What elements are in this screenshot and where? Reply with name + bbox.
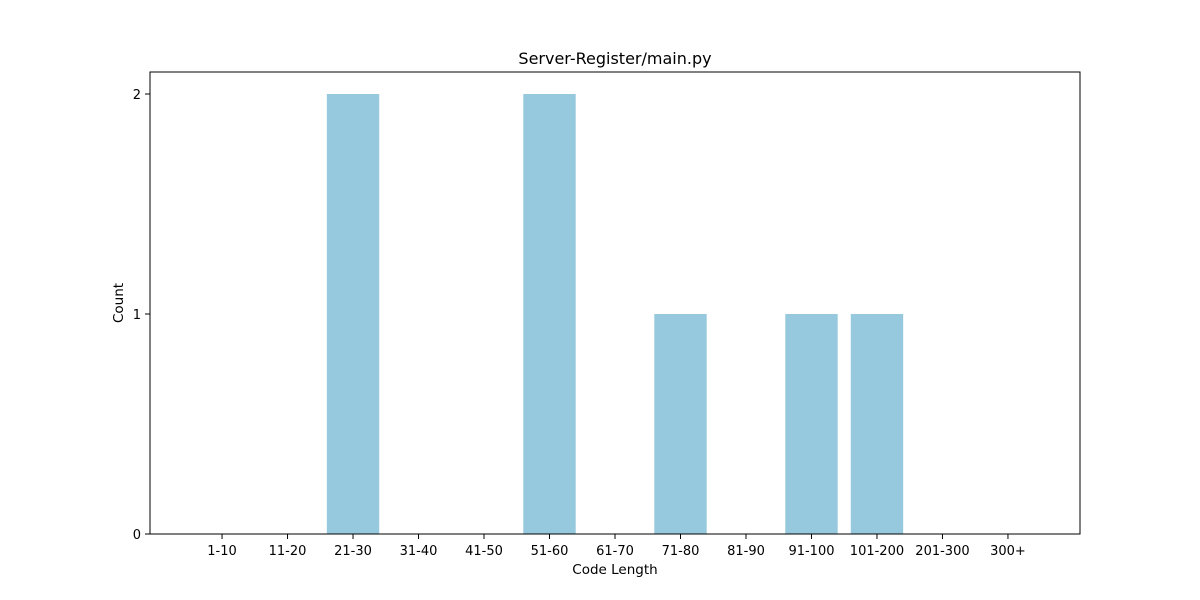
x-tick-label: 61-70: [596, 544, 634, 559]
x-tick-label: 51-60: [531, 544, 569, 559]
x-tick-label: 1-10: [207, 544, 237, 559]
x-tick-label: 101-200: [850, 544, 904, 559]
bar-51-60: [523, 94, 576, 534]
x-tick-label: 81-90: [727, 544, 765, 559]
x-tick-label: 21-30: [334, 544, 372, 559]
x-tick-label: 91-100: [788, 544, 834, 559]
y-tick-label: 1: [133, 308, 141, 323]
bar-101-200: [850, 314, 904, 534]
x-tick-label: 201-300: [915, 544, 969, 559]
y-axis-label: Count: [111, 283, 127, 323]
chart-title: Server-Register/main.py: [518, 49, 711, 68]
bar-21-30: [326, 94, 380, 534]
plot-frame: [149, 71, 1081, 535]
x-tick-label: 71-80: [662, 544, 700, 559]
bars-group: [326, 94, 904, 534]
bar-91-100: [785, 314, 838, 534]
x-axis: 1-10 11-20 21-30 31-40 41-50 51-60 61-70 71-80 8…: [207, 534, 1026, 559]
y-tick-label: 0: [133, 528, 141, 543]
y-axis: 0 1 2: [133, 88, 150, 543]
y-tick-label: 2: [133, 88, 141, 103]
x-tick-label: 11-20: [269, 544, 307, 559]
x-tick-label: 41-50: [465, 544, 503, 559]
x-axis-label: Code Length: [572, 562, 657, 578]
x-tick-label: 300+: [990, 544, 1026, 559]
x-tick-label: 31-40: [400, 544, 438, 559]
bar-71-80: [654, 314, 707, 534]
